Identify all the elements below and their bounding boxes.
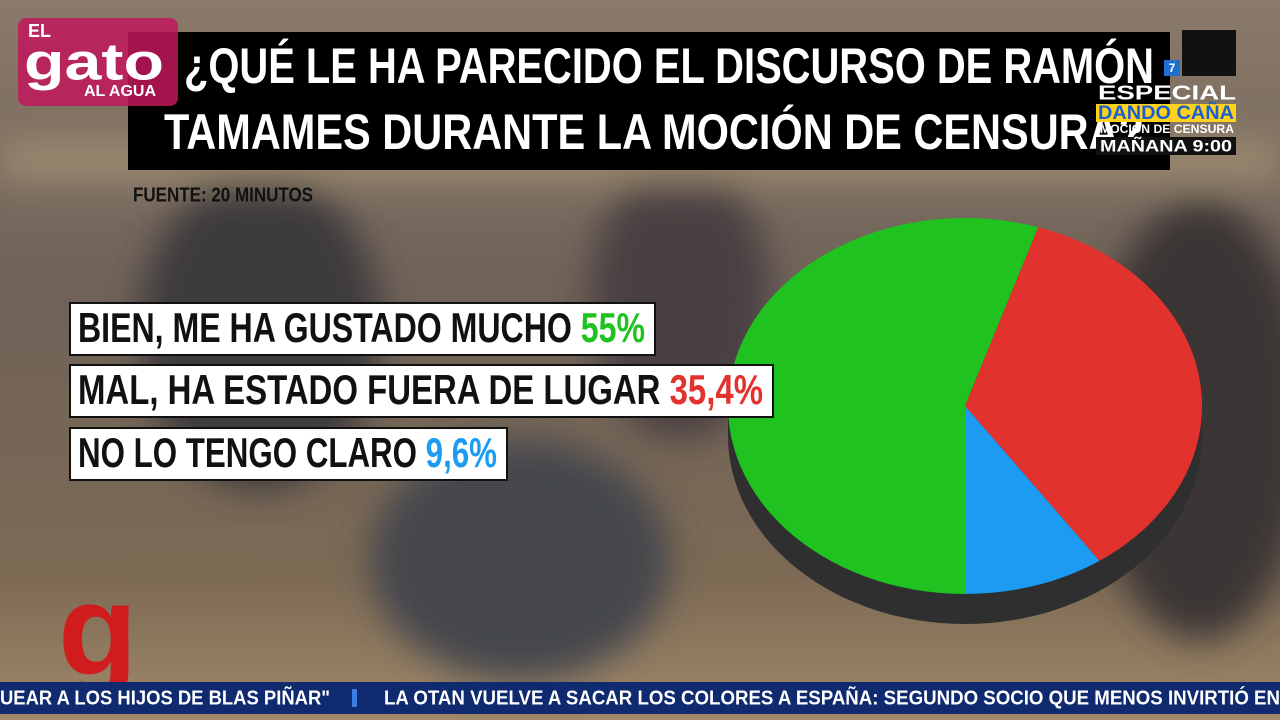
ticker-bar (0, 682, 1280, 714)
legend-label: MAL, HA ESTADO FUERA DE LUGAR (78, 366, 660, 413)
pie-slice (965, 227, 1202, 561)
logo-text: EL (28, 21, 51, 41)
promo-strip (1096, 137, 1236, 155)
corner-logo: g (58, 556, 137, 702)
legend-value: 9,6% (426, 429, 497, 476)
legend-entry: BIEN, ME HA GUSTADO MUCHO 55% (78, 304, 645, 351)
ticker-separator (352, 689, 357, 707)
promo-icon (1182, 30, 1236, 76)
legend-value: 55% (581, 304, 645, 351)
promo-text: ESPECIAL (1098, 82, 1236, 104)
promo-text: MAÑANA 9:00 (1100, 135, 1232, 155)
legend-entry: NO LO TENGO CLARO 9,6% (78, 429, 497, 476)
legend-box (69, 302, 656, 356)
ticker-text: UEAR A LOS HIJOS DE BLAS PIÑAR" (0, 686, 330, 709)
legend-label: NO LO TENGO CLARO (78, 429, 417, 476)
channel-number: 7 (1169, 61, 1176, 75)
legend-label: BIEN, ME HA GUSTADO MUCHO (78, 304, 572, 351)
legend-entry: MAL, HA ESTADO FUERA DE LUGAR 35,4% (78, 366, 763, 413)
legend-box (69, 364, 774, 418)
pie-slice (965, 406, 1100, 594)
title-line: TAMAMES DURANTE LA MOCIÓN DE CENSURA? (164, 104, 1144, 160)
logo-text: gato (24, 34, 164, 92)
promo-strip (1096, 104, 1236, 122)
logo-bg (18, 18, 178, 106)
channel-badge (1164, 60, 1180, 76)
title-box (128, 32, 1170, 170)
logo-text: AL AGUA (84, 83, 156, 100)
ticker-text: LA OTAN VUELVE A SACAR LOS COLORES A ESP… (384, 685, 1280, 709)
promo-text: MOCIÓN DE CENSURA (1100, 121, 1234, 136)
pie-slice (727, 217, 1039, 594)
legend-value: 35,4% (670, 366, 763, 413)
legend-box (69, 427, 508, 481)
source: FUENTE: 20 MINUTOS (133, 184, 313, 206)
title-line: ¿QUÉ LE HA PARECIDO EL DISCURSO DE RAMÓN (184, 38, 1154, 94)
promo-text: DANDO CAÑA (1098, 102, 1234, 124)
